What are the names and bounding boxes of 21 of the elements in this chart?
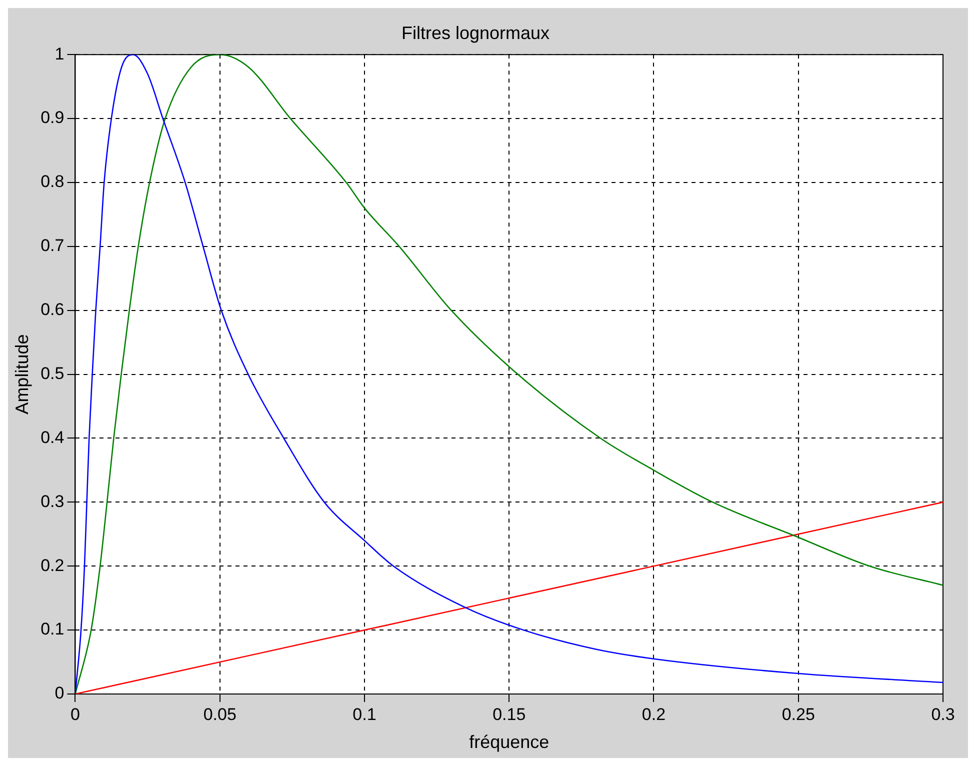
- y-axis-title: Amplitude: [12, 334, 32, 414]
- x-tick-label: 0.3: [931, 704, 955, 724]
- chart-title: Filtres lognormaux: [401, 22, 550, 43]
- x-tick-label: 0: [70, 704, 80, 724]
- x-tick-label: 0.05: [203, 704, 236, 724]
- y-tick-label: 1: [54, 44, 64, 64]
- y-tick-label: 0.6: [40, 300, 64, 320]
- y-tick-label: 0.1: [40, 620, 64, 639]
- y-tick-label: 0: [54, 684, 64, 703]
- y-tick-label: 0.5: [40, 364, 64, 383]
- y-tick-label: 0.7: [40, 236, 64, 256]
- y-tick-label: 0.9: [40, 108, 64, 128]
- y-tick-label: 0.2: [40, 556, 64, 575]
- y-tick-label: 0.3: [40, 492, 64, 511]
- x-tick-label: 0.15: [492, 704, 526, 724]
- x-tick-label: 0.2: [642, 704, 666, 724]
- y-tick-label: 0.4: [40, 428, 64, 447]
- x-axis-title: fréquence: [469, 732, 550, 752]
- x-tick-label: 0.25: [782, 704, 815, 724]
- x-tick-label: 0.1: [352, 704, 376, 724]
- y-tick-label: 0.8: [40, 172, 64, 192]
